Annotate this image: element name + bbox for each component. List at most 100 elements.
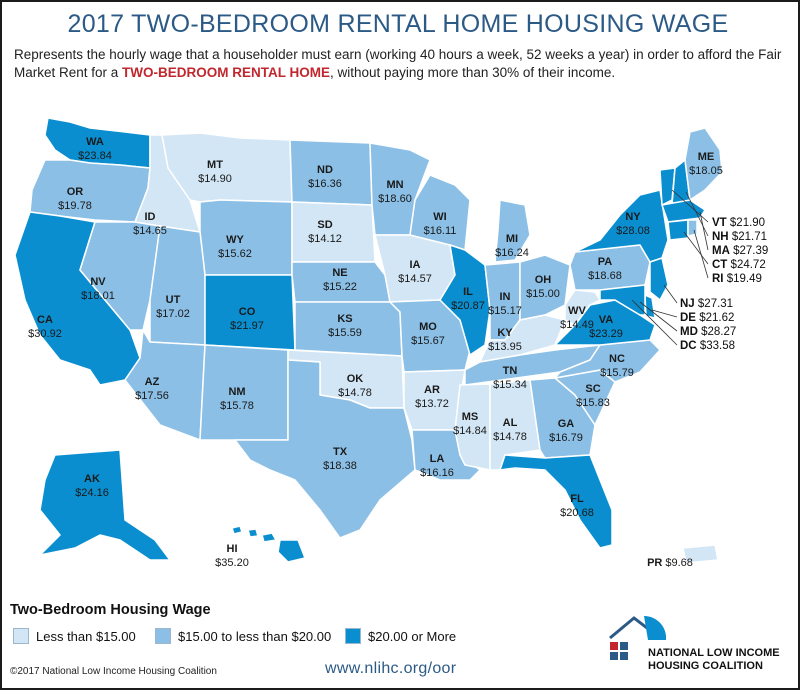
svg-text:CO: CO (239, 306, 256, 318)
legend-swatch-high (345, 628, 361, 644)
svg-text:SD: SD (317, 219, 332, 231)
label-MO: MO $15.67 (411, 321, 445, 347)
svg-text:$15.59: $15.59 (328, 327, 362, 339)
label-ID: ID $14.65 (133, 211, 167, 237)
svg-text:KY: KY (497, 327, 513, 339)
svg-text:$24.16: $24.16 (75, 487, 109, 499)
svg-text:OK: OK (347, 373, 364, 385)
svg-text:$14.12: $14.12 (308, 233, 342, 245)
svg-text:$15.17: $15.17 (488, 305, 522, 317)
svg-text:$14.65: $14.65 (133, 225, 167, 237)
label-UT: UT $17.02 (156, 294, 190, 320)
svg-text:TX: TX (333, 446, 348, 458)
svg-text:OR: OR (67, 186, 84, 198)
svg-text:$18.01: $18.01 (81, 290, 115, 302)
label-OK: OK $14.78 (338, 373, 372, 399)
svg-text:WI: WI (433, 211, 446, 223)
label-HI: HI $35.20 (215, 543, 249, 569)
state-WY (199, 199, 293, 276)
svg-text:$18.60: $18.60 (378, 193, 412, 205)
svg-text:VA: VA (599, 314, 614, 326)
label-ND: ND $16.36 (308, 164, 342, 190)
legend-item-low: Less than $15.00 (13, 628, 136, 644)
label-KS: KS $15.59 (328, 313, 362, 339)
svg-text:MI: MI (506, 233, 518, 245)
svg-text:$16.36: $16.36 (308, 178, 342, 190)
label-WV: WV $14.49 (560, 305, 594, 331)
svg-text:$14.78: $14.78 (338, 387, 372, 399)
midatlantic-list: NJ $27.31 DE $21.62 MD $28.27 DC $33.58 (680, 297, 736, 353)
label-ME: ME $18.05 (689, 151, 723, 177)
label-WA: WA $23.84 (78, 136, 112, 162)
legend-label-low: Less than $15.00 (36, 628, 136, 644)
label-NV: NV $18.01 (81, 276, 115, 302)
label-TN: TN $15.34 (493, 365, 527, 391)
svg-text:AZ: AZ (145, 376, 160, 388)
svg-text:GA: GA (558, 418, 575, 430)
svg-text:$28.08: $28.08 (616, 225, 650, 237)
svg-text:PR$9.68: PR $9.68 (647, 557, 693, 569)
website-link[interactable]: www.nlihc.org/oor (325, 660, 457, 677)
svg-text:$15.34: $15.34 (493, 379, 527, 391)
svg-text:MO: MO (419, 321, 437, 333)
ma-item: NJ $27.31 (680, 298, 734, 310)
svg-text:HI: HI (227, 543, 238, 555)
label-KY: KY $13.95 (488, 327, 522, 353)
svg-text:SC: SC (585, 383, 600, 395)
svg-text:$20.68: $20.68 (560, 507, 594, 519)
svg-text:$19.78: $19.78 (58, 200, 92, 212)
state-NY (574, 189, 669, 263)
state-DE (644, 294, 656, 319)
ma-item: DE $21.62 (680, 312, 735, 324)
svg-text:CA: CA (37, 314, 53, 326)
svg-text:$14.57: $14.57 (398, 273, 432, 285)
svg-text:$18.68: $18.68 (588, 270, 622, 282)
svg-text:$16.11: $16.11 (424, 225, 457, 237)
svg-text:$16.79: $16.79 (549, 432, 583, 444)
svg-text:$23.29: $23.29 (589, 328, 623, 340)
svg-text:KS: KS (337, 313, 352, 325)
svg-text:$15.67: $15.67 (411, 335, 445, 347)
subtitle-text-2: , without paying more than 30% of their … (330, 65, 616, 80)
label-WY: WY $15.62 (218, 234, 252, 260)
state-PR (682, 544, 719, 564)
svg-text:PA: PA (598, 256, 613, 268)
ma-item: MD $28.27 (680, 326, 737, 338)
state-ME (684, 127, 723, 201)
label-AL: AL $14.78 (493, 417, 527, 443)
state-UT (149, 225, 206, 346)
label-MT: MT $14.90 (198, 159, 232, 185)
svg-text:NY: NY (625, 211, 641, 223)
label-NE: NE $15.22 (323, 267, 357, 293)
label-LA: LA $16.16 (420, 453, 454, 479)
svg-text:NC: NC (609, 353, 625, 365)
svg-text:OH: OH (535, 274, 552, 286)
state-AZ (124, 329, 206, 441)
subtitle-text-1: Represents the hourly wage that a househ… (14, 47, 782, 80)
label-MN: MN $18.60 (378, 179, 412, 205)
svg-text:$30.92: $30.92 (28, 328, 62, 340)
svg-text:WY: WY (226, 234, 244, 246)
svg-text:$35.20: $35.20 (215, 557, 249, 569)
svg-text:$15.78: $15.78 (220, 400, 254, 412)
state-OR (29, 159, 151, 223)
state-NJ (649, 257, 669, 301)
map-title: 2017 TWO-BEDROOM RENTAL HOME HOUSING WAG… (67, 10, 729, 38)
state-WI (409, 174, 471, 251)
svg-text:NV: NV (90, 276, 106, 288)
legend-label-high: $20.00 or More (368, 628, 457, 644)
svg-text:$23.84: $23.84 (78, 150, 112, 162)
svg-text:ND: ND (317, 164, 333, 176)
svg-text:$14.78: $14.78 (493, 431, 527, 443)
svg-text:FL: FL (570, 493, 584, 505)
label-IA: IA $14.57 (398, 259, 432, 285)
state-IL (439, 244, 491, 356)
svg-text:$18.38: $18.38 (323, 460, 357, 472)
label-AR: AR $13.72 (415, 384, 449, 410)
state-NC (554, 339, 661, 383)
svg-text:MN: MN (386, 179, 403, 191)
svg-text:$14.49: $14.49 (560, 319, 594, 331)
svg-text:NM: NM (228, 386, 245, 398)
svg-text:AK: AK (84, 473, 100, 485)
label-PA: PA $18.68 (588, 256, 622, 282)
